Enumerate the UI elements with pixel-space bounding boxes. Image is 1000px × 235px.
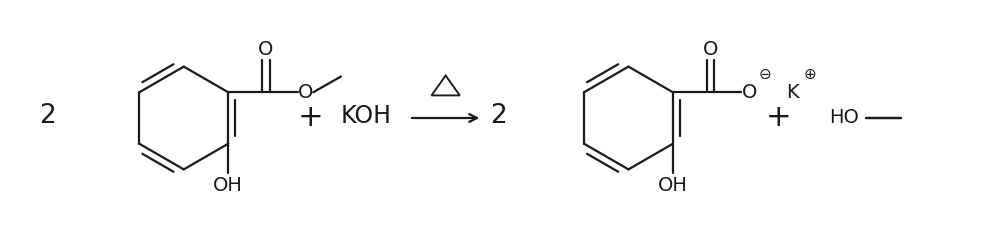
Text: K: K (786, 83, 799, 102)
Text: ⊕: ⊕ (804, 67, 817, 82)
Text: HO: HO (829, 109, 859, 128)
Text: 2: 2 (39, 103, 56, 129)
Text: 2: 2 (490, 103, 506, 129)
Text: OH: OH (658, 176, 688, 195)
Text: ⊖: ⊖ (758, 67, 771, 82)
Text: O: O (298, 83, 313, 102)
Text: O: O (703, 40, 718, 59)
Text: OH: OH (213, 176, 243, 195)
Text: KOH: KOH (341, 104, 392, 128)
Text: +: + (297, 103, 323, 133)
Text: +: + (766, 103, 791, 133)
Text: O: O (258, 40, 274, 59)
Text: O: O (742, 83, 758, 102)
